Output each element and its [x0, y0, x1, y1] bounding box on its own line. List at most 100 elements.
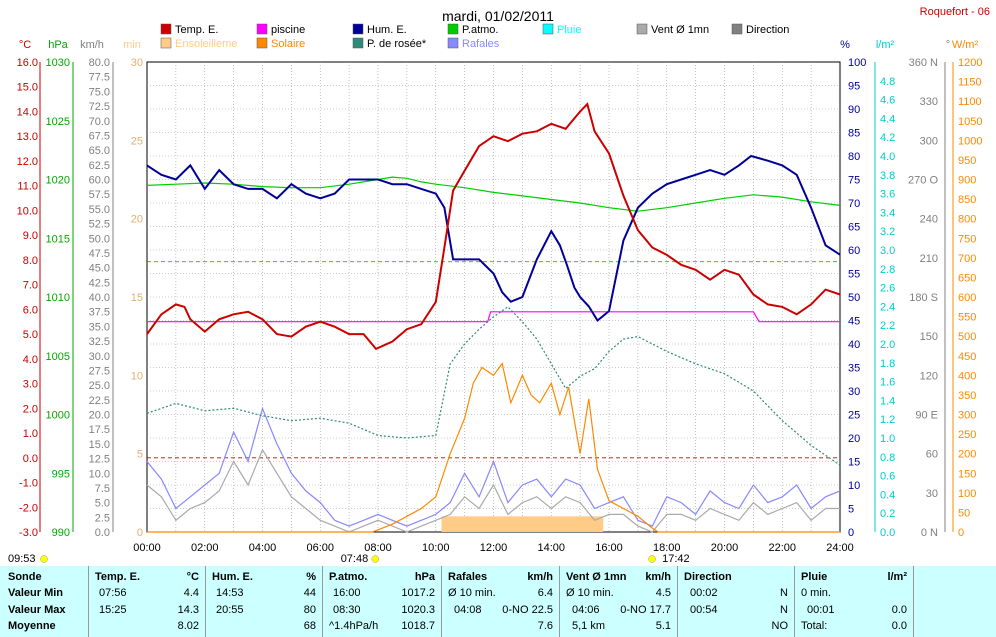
summary-separator — [322, 566, 323, 637]
legend-label: Pluie — [557, 24, 581, 36]
axis-tick-solar: 800 — [958, 214, 976, 226]
axis-tick-wind: 57.5 — [89, 189, 110, 201]
legend-swatch — [636, 23, 648, 35]
legend-swatch — [256, 23, 268, 35]
axis-tick-pressure: 1020 — [46, 175, 70, 187]
axis-tick-rain: 4.2 — [880, 132, 895, 144]
legend-swatch — [542, 23, 554, 35]
axis-tick-humidity: 5 — [848, 504, 854, 516]
axis-tick-rain: 4.4 — [880, 113, 895, 125]
axis-tick-temp: 0.0 — [23, 453, 38, 465]
axis-tick-minutes: 5 — [137, 449, 143, 461]
summary-separator — [441, 566, 442, 637]
summary-value: 1020.3 — [401, 604, 435, 616]
summary-unit: hPa — [414, 571, 435, 583]
axis-tick-solar: 700 — [958, 253, 976, 265]
legend: Temp. E. piscine Hum. E. P.atmo. Pluie Vent Ø… — [160, 23, 789, 50]
axis-tick-wind: 75.0 — [89, 86, 110, 98]
axis-tick-humidity: 10 — [848, 480, 860, 492]
axis-tick-rain: 1.0 — [880, 433, 895, 445]
summary-separator — [913, 566, 914, 637]
series-line — [147, 362, 840, 533]
summary-value: 8.02 — [177, 620, 199, 632]
axis-tick-pressure: 1015 — [46, 233, 70, 245]
axis-tick-solar: 50 — [958, 507, 970, 519]
axis-tick-wind: 10.0 — [89, 468, 110, 480]
axis-tick-wind: 72.5 — [89, 101, 110, 113]
axis-tick-rain: 0.2 — [880, 508, 895, 520]
axis-tick-rain: 3.6 — [880, 189, 895, 201]
summary-row-label: Valeur Min — [8, 587, 64, 599]
summary-value: 80 — [303, 604, 316, 616]
sunshine-bars — [441, 516, 604, 532]
summary-value: 0-NO 22.5 — [502, 604, 553, 616]
axis-tick-direction: 0 N — [921, 527, 938, 539]
legend-swatch — [447, 23, 459, 35]
axis-tick-rain: 0.0 — [880, 527, 895, 539]
axis-tick-solar: 750 — [958, 233, 976, 245]
weather-chart: 16.0 15.0 14.0 13.0 12.0 11.0 10.0 9.0 8.0 7.0 6.0… — [8, 6, 990, 565]
axes: 16.0 15.0 14.0 13.0 12.0 11.0 10.0 9.0 8.0 7.0 6.0… — [8, 39, 982, 565]
axis-tick-wind: 22.5 — [89, 395, 110, 407]
axis-tick-temp: 1.0 — [23, 428, 38, 440]
legend-label: Vent Ø 1mn — [651, 24, 709, 36]
axis-tick-wind: 0.0 — [95, 527, 110, 539]
axis-tick-rain: 2.8 — [880, 264, 895, 276]
axis-tick-humidity: 0 — [848, 527, 854, 539]
axis-tick-wind: 50.0 — [89, 233, 110, 245]
series-line — [147, 311, 840, 323]
axis-tick-temp: 10.0 — [17, 205, 38, 217]
sunset-label: 17:42 — [662, 553, 690, 565]
axis-tick-humidity: 55 — [848, 269, 860, 281]
summary-col-wind: Vent Ø 1mn km/h Ø 10 min. 4.5 04:06 0-NO 17… — [560, 566, 677, 637]
axis-tick-wind: 5.0 — [95, 498, 110, 510]
axis-tick-solar: 300 — [958, 410, 976, 422]
axis-tick-rain: 2.6 — [880, 283, 895, 295]
axis-tick-temp: 11.0 — [17, 181, 38, 193]
summary-unit: km/h — [645, 571, 671, 583]
axis-tick-wind: 15.0 — [89, 439, 110, 451]
legend-label: Temp. E. — [175, 24, 218, 36]
axis-tick-temp: -3.0 — [19, 527, 38, 539]
axis-tick-rain: 3.8 — [880, 170, 895, 182]
axis-tick-rain: 1.2 — [880, 414, 895, 426]
summary-col-gusts: Rafales km/h Ø 10 min. 6.4 04:08 0-NO 22.5 … — [442, 566, 559, 637]
axis-tick-wind: 67.5 — [89, 130, 110, 142]
summary-time: 04:08 — [454, 604, 482, 616]
axis-tick-temp: 5.0 — [23, 329, 38, 341]
axis-tick-wind: 20.0 — [89, 410, 110, 422]
summary-separator — [794, 566, 795, 637]
summary-value: 68 — [303, 620, 316, 632]
summary-col-temp: Temp. E. °C 07:56 4.4 15:25 14.3 8.02 — [89, 566, 205, 637]
summary-col-humidity: Hum. E.% 14:53 44 20:55 80 68 — [206, 566, 322, 637]
axis-tick-rain: 1.6 — [880, 377, 895, 389]
legend-swatch — [731, 23, 743, 35]
summary-time: Ø 10 min. — [566, 587, 614, 599]
legend-swatch — [352, 23, 364, 35]
axis-tick-temp: 7.0 — [23, 280, 38, 292]
axis-tick-direction: 90 E — [915, 410, 938, 422]
summary-time: 0 min. — [801, 587, 831, 599]
summary-value: 0.0 — [891, 604, 907, 616]
axis-tick-solar: 850 — [958, 194, 976, 206]
axis-tick-wind: 27.5 — [89, 365, 110, 377]
x-tick-label: 18:00 — [653, 542, 681, 554]
series-line — [146, 102, 841, 351]
axis-tick-temp: 13.0 — [17, 131, 38, 143]
summary-trend: ^1.4hPa/h — [329, 620, 379, 632]
axis-tick-solar: 100 — [958, 488, 976, 500]
axis-tick-humidity: 90 — [848, 104, 860, 116]
summary-header: Hum. E. — [212, 571, 253, 583]
summary-separator — [559, 566, 560, 637]
x-tick-label: 02:00 — [191, 542, 219, 554]
summary-time: 00:01 — [807, 604, 835, 616]
axis-tick-temp: 15.0 — [17, 82, 38, 94]
axis-tick-direction: 60 — [926, 449, 938, 461]
axis-tick-wind: 55.0 — [89, 204, 110, 216]
summary-header: Temp. E. — [95, 571, 141, 583]
summary-value: 44 — [303, 587, 316, 599]
axis-tick-rain: 3.0 — [880, 245, 895, 257]
axis-tick-solar: 250 — [958, 429, 976, 441]
summary-value: N — [780, 587, 788, 599]
summary-time: 20:55 — [216, 604, 244, 616]
